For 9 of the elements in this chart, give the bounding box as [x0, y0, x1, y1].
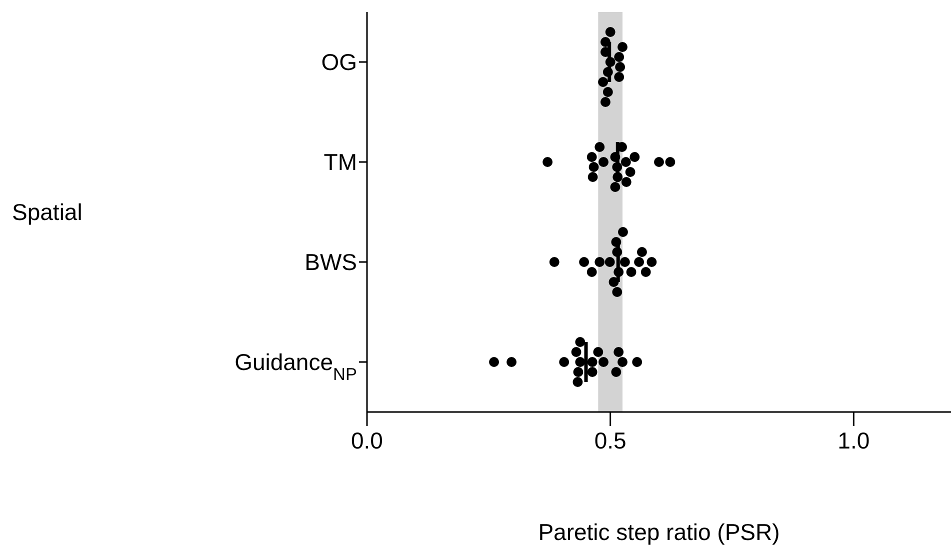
x-tick-label: 1.0	[838, 427, 870, 454]
y-tick-label: OG	[321, 49, 357, 76]
x-axis-title: Paretic step ratio (PSR)	[538, 519, 780, 545]
x-tick-label: 0.0	[351, 427, 383, 454]
y-tick-label: Guidance$_{NP}$	[234, 349, 357, 384]
x-tick-label: 0.5	[594, 427, 626, 454]
text: Spatial	[12, 199, 82, 226]
y-tick-label: BWS	[304, 249, 357, 276]
y-tick-label: TM	[324, 149, 357, 176]
